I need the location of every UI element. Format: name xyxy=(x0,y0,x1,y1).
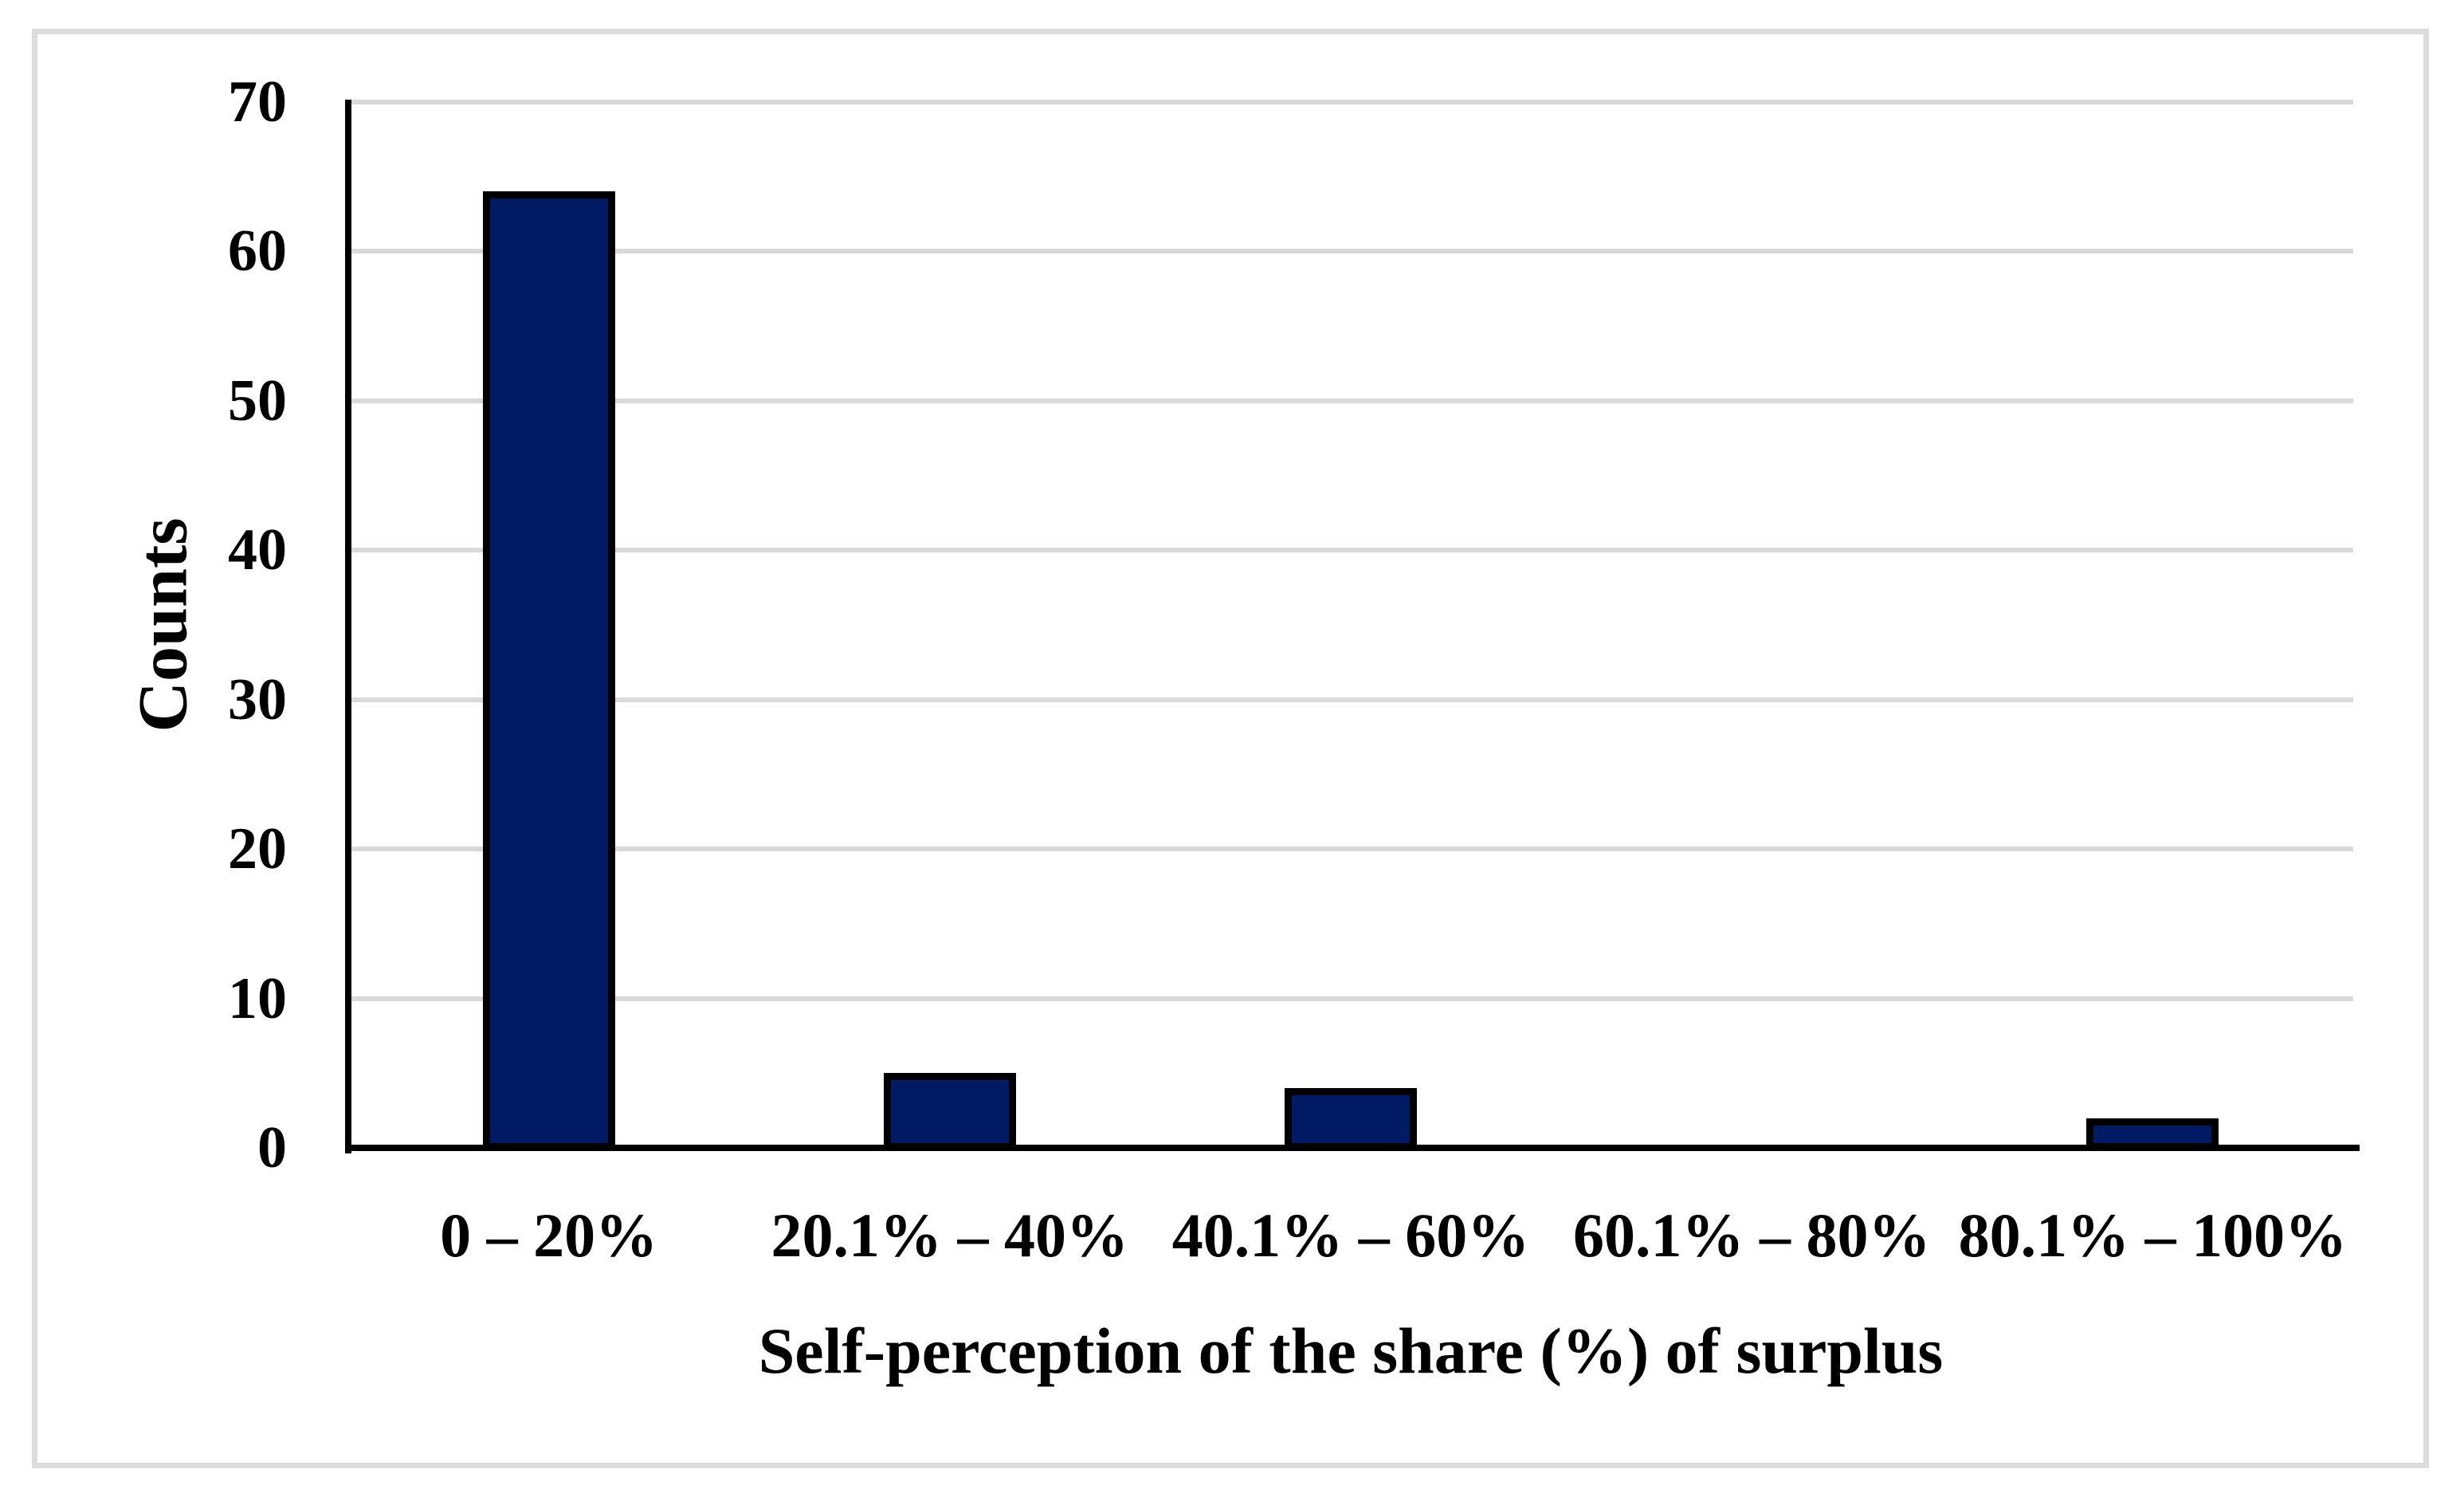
x-category-label: 80.1% – 100% xyxy=(1958,1200,2348,1270)
y-tick-label: 20 xyxy=(228,816,287,882)
x-category-label: 60.1% – 80% xyxy=(1572,1200,1931,1270)
y-axis-line xyxy=(345,100,351,1153)
y-tick-label: 60 xyxy=(228,218,287,285)
y-tick-label: 50 xyxy=(228,367,287,434)
bar xyxy=(883,1073,1016,1150)
bar xyxy=(1285,1088,1417,1150)
gridline xyxy=(348,996,2353,1001)
x-axis-title: Self-perception of the share (%) of surp… xyxy=(758,1314,1944,1387)
x-axis-line xyxy=(345,1145,2360,1151)
y-tick-label: 70 xyxy=(228,69,287,135)
gridline xyxy=(348,548,2353,553)
bar xyxy=(482,191,615,1150)
gridline xyxy=(348,847,2353,852)
gridline xyxy=(348,398,2353,403)
y-tick-label: 30 xyxy=(228,666,287,733)
y-tick-label: 0 xyxy=(257,1115,287,1181)
y-tick-label: 40 xyxy=(228,517,287,583)
y-tick-label: 10 xyxy=(228,965,287,1031)
gridline xyxy=(348,249,2353,254)
gridline xyxy=(348,697,2353,702)
gridline xyxy=(348,100,2353,104)
x-category-label: 0 – 20% xyxy=(440,1200,658,1270)
x-category-label: 40.1% – 60% xyxy=(1171,1200,1530,1270)
x-category-label: 20.1% – 40% xyxy=(771,1200,1129,1270)
figure-frame xyxy=(32,29,2429,1468)
